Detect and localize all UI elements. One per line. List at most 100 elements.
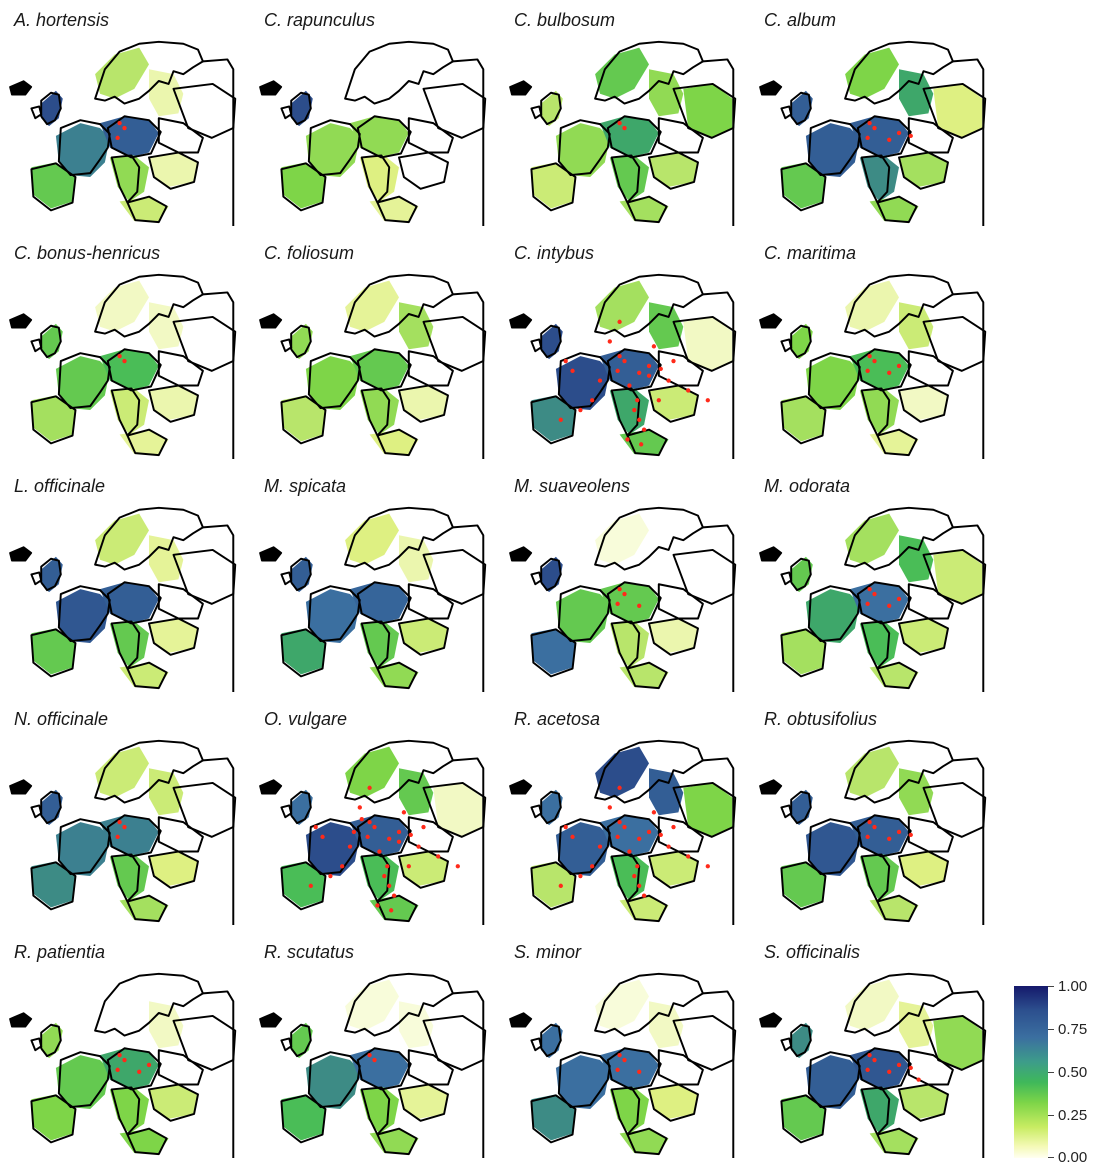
occurrence-point [607,339,612,344]
europe-map [509,273,737,460]
country-border [30,1094,77,1144]
country-border [356,348,412,392]
occurrence-point [637,836,642,841]
country-border [30,804,43,819]
occurrence-point [896,130,902,136]
country-border [40,1023,62,1058]
suitability-region [100,116,159,158]
country-border [606,581,662,625]
occurrence-point [865,601,870,606]
country-border [30,1037,43,1052]
occurrence-point [578,407,583,413]
suitability-region [281,628,326,675]
suitability-region [845,746,899,798]
colorbar-tick [1048,986,1054,987]
country-border [790,324,812,359]
country-border [657,117,704,154]
country-border [94,273,204,338]
country-border [30,105,43,120]
suitability-region [149,69,184,117]
occurrence-point [671,824,676,830]
occurrence-point [570,834,575,839]
country-border [844,273,954,338]
occurrence-point [377,849,382,854]
country-border [557,352,611,410]
suitability-region [781,628,826,675]
suitability-region [531,395,576,442]
country-border [606,115,662,159]
country-border [907,350,954,387]
panel-title: S. minor [514,942,582,962]
country-border [290,557,312,592]
suitability-region [119,662,169,688]
country-border [856,1047,912,1091]
occurrence-point [622,824,627,830]
occurrence-point [896,363,902,369]
suitability-region [119,1128,169,1154]
country-border [702,58,735,227]
occurrence-point [916,1077,921,1082]
occurrence-point [421,824,426,830]
occurrence-point [867,353,872,359]
panel-title: S. officinalis [764,942,861,962]
suitability-region [933,1015,983,1070]
country-border [9,1012,33,1028]
occurrence-point [367,1052,372,1058]
europe-map [259,506,487,693]
occurrence-point [578,873,583,879]
occurrence-point [865,1067,870,1072]
occurrence-point [137,1069,142,1074]
country-border [594,506,704,571]
occurrence-point [865,368,870,373]
suitability-region [345,746,399,798]
suitability-region [350,1048,409,1090]
country-border [106,115,162,159]
suitability-region [850,582,909,624]
country-border [509,313,533,329]
occurrence-point [563,824,568,830]
country-border [202,990,235,1159]
country-border [110,154,141,204]
country-border [360,1086,391,1136]
species-map-panel: R. obtusifolius [752,701,1002,933]
occurrence-point [597,378,603,383]
country-border [860,154,891,204]
suitability-region [100,349,159,391]
suitability-region [595,746,649,798]
suitability-region [781,395,826,442]
europe-map [509,739,737,926]
occurrence-point [627,383,632,388]
panel-title: M. suaveolens [514,476,631,496]
suitability-region [359,155,399,202]
country-border [876,195,918,224]
country-border [407,117,454,154]
occurrence-point [639,442,644,447]
country-border [860,1086,891,1136]
occurrence-point [367,819,372,825]
occurrence-point [632,407,637,413]
country-border [126,661,168,690]
suitability-region [595,513,649,565]
species-map-panel: C. rapunculus [252,2,502,234]
occurrence-point [641,427,647,432]
country-border [407,1049,454,1086]
suitability-region [649,1084,698,1119]
country-border [860,620,891,670]
panel-title: C. foliosum [264,243,355,263]
europe-map [9,273,237,460]
country-border [807,585,861,643]
suitability-region [845,280,899,332]
suitability-region [683,316,733,371]
occurrence-point [115,1067,120,1072]
species-map-panel: A. hortensis [2,2,252,234]
suitability-region [600,815,659,857]
suitability-region [850,815,909,857]
country-border [759,1012,783,1028]
occurrence-point [867,1052,872,1058]
country-border [610,154,641,204]
suitability-region [369,1128,419,1154]
suitability-region [850,349,909,391]
country-border [594,739,704,804]
country-border [509,80,533,96]
suitability-region [109,621,149,668]
